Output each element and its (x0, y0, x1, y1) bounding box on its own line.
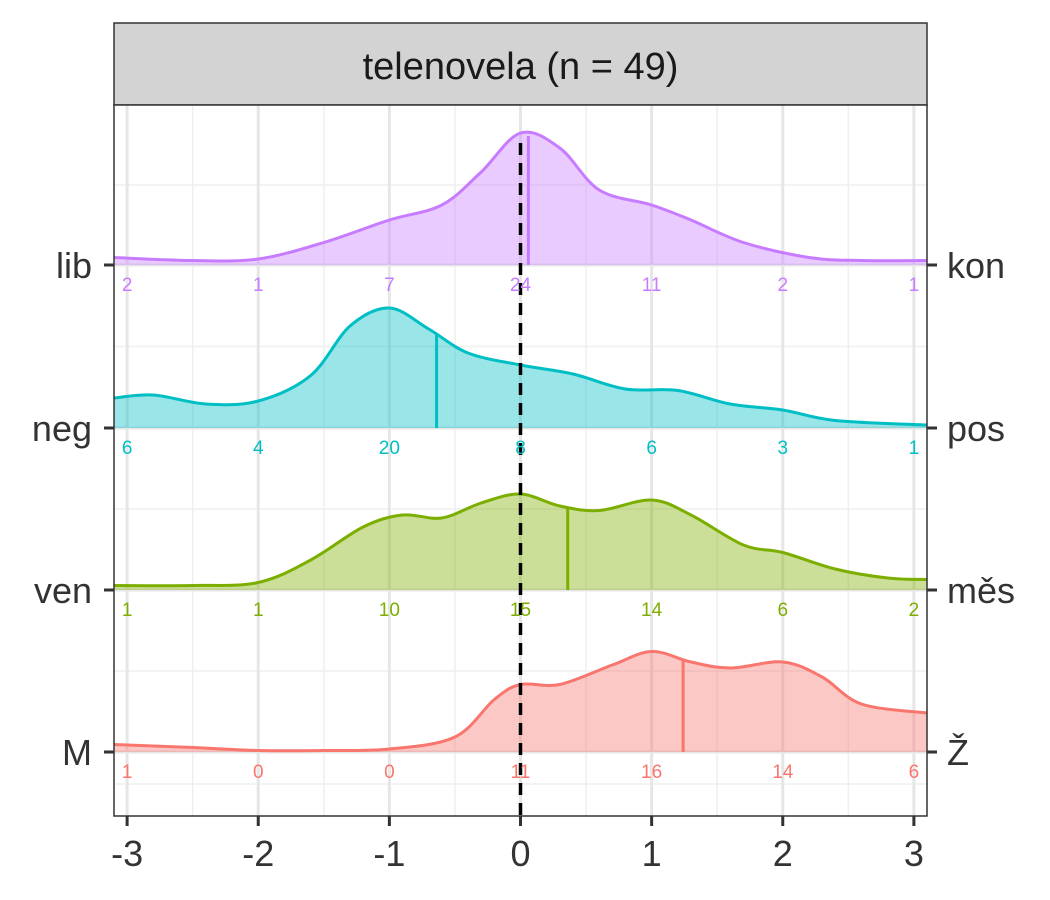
density-line (113, 649, 928, 753)
count-label: 20 (379, 438, 400, 459)
x-axis: -3 -2 -1 0 1 2 3 (111, 816, 924, 874)
count-labels: 2 1 7 24 11 2 16 4 20 8 6 3 11 1 10 15 14 6 21 0 0 11 16 14 6 (122, 275, 919, 783)
x-tick-label: 3 (904, 833, 924, 874)
count-label: 14 (641, 600, 663, 621)
count-label: 11 (511, 762, 531, 783)
count-label: 1 (253, 275, 264, 296)
count-label: 14 (772, 762, 794, 783)
count-label: 2 (777, 275, 788, 296)
count-label: 6 (777, 600, 788, 621)
count-label: 0 (253, 762, 264, 783)
y-label-left: M (62, 732, 92, 773)
density-ridge-M-Ž (113, 649, 928, 753)
y-axis-right: kon pos měs Ž (927, 245, 1015, 773)
density-area (114, 651, 927, 752)
density-area (114, 493, 927, 590)
y-label-right: měs (947, 570, 1015, 611)
count-label: 2 (122, 275, 133, 296)
y-label-right: pos (947, 408, 1005, 449)
count-label: 11 (642, 275, 662, 296)
y-axis-left: lib neg ven M (32, 245, 114, 773)
x-tick-label: 0 (510, 833, 530, 874)
x-tick-label: -2 (242, 833, 274, 874)
count-label: 2 (909, 600, 920, 621)
density-ridge-ven-měs (113, 492, 928, 590)
count-label: 3 (777, 438, 788, 459)
count-label: 1 (253, 600, 264, 621)
count-label: 7 (384, 275, 395, 296)
series-layer (113, 130, 928, 753)
count-label: 6 (909, 762, 920, 783)
count-label: 1 (122, 762, 133, 783)
count-label: 6 (646, 438, 657, 459)
count-label: 10 (379, 600, 400, 621)
x-tick-label: -3 (111, 833, 143, 874)
count-label: 0 (384, 762, 395, 783)
count-label: 24 (510, 275, 532, 296)
count-label: 6 (122, 438, 133, 459)
count-label: 1 (909, 438, 920, 459)
count-label: 16 (641, 762, 662, 783)
density-ridge-lib-kon (113, 130, 928, 265)
y-label-left: ven (34, 570, 92, 611)
x-tick-label: 1 (642, 833, 662, 874)
y-label-left: lib (56, 245, 92, 286)
facet-title: telenovela (n = 49) (363, 46, 679, 88)
count-label: 1 (122, 600, 133, 621)
density-line (113, 306, 928, 427)
y-label-right: Ž (947, 732, 969, 773)
count-label: 8 (515, 438, 526, 459)
count-label: 4 (253, 438, 264, 459)
x-tick-label: 2 (773, 833, 793, 874)
count-label: 15 (510, 600, 531, 621)
density-line (113, 492, 928, 588)
y-label-right: kon (947, 245, 1005, 286)
y-label-left: neg (32, 408, 92, 449)
density-line (113, 130, 928, 263)
count-label: 1 (909, 275, 920, 296)
density-area (114, 132, 927, 265)
facet-strip (113, 22, 928, 106)
x-tick-label: -1 (373, 833, 405, 874)
